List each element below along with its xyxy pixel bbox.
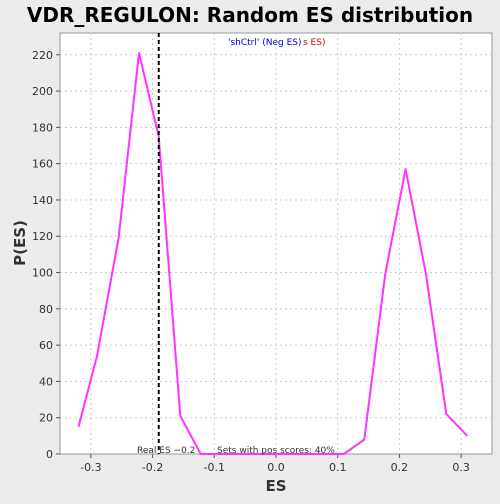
y-tick-label: 40 (39, 375, 53, 388)
series-line (77, 52, 469, 455)
y-tick-label: 100 (32, 267, 53, 280)
y-tick-label: 200 (32, 85, 53, 98)
x-tick-label: -0.1 (204, 461, 225, 474)
pos-scores-annotation: Sets with pos scores: 40% (217, 446, 335, 456)
y-axis-label: P(ES) (11, 220, 29, 266)
y-tick-label: 180 (32, 121, 53, 134)
legend-pos-label: s ES) (303, 38, 325, 48)
x-tick-label: 0.2 (391, 461, 409, 474)
x-tick-label: 0.1 (329, 461, 347, 474)
grid-lines (60, 33, 492, 454)
y-tick-label: 220 (32, 49, 53, 62)
y-tick-label: 160 (32, 158, 53, 171)
y-tick-label: 120 (32, 230, 53, 243)
legend-neg-label: 'shCtrl' (Neg ES) (228, 38, 301, 48)
real-es-label: Real ES −0.2 (137, 446, 195, 456)
x-tick-label: -0.3 (80, 461, 101, 474)
y-tick-label: 140 (32, 194, 53, 207)
y-tick-label: 20 (39, 412, 53, 425)
y-tick-label: 0 (46, 448, 53, 461)
y-tick-label: 80 (39, 303, 53, 316)
series-group (77, 52, 469, 455)
x-tick-label: -0.2 (142, 461, 163, 474)
axis-ticks: -0.3 -0.2 -0.1 0.0 0.1 0.2 0.3 0 20 40 60 80 100 120 1… (32, 49, 470, 474)
chart-title: VDR_REGULON: Random ES distribution (27, 3, 473, 27)
x-tick-label: 0.3 (452, 461, 470, 474)
x-axis-label: ES (265, 477, 286, 495)
y-tick-label: 60 (39, 339, 53, 352)
x-tick-label: 0.0 (267, 461, 285, 474)
